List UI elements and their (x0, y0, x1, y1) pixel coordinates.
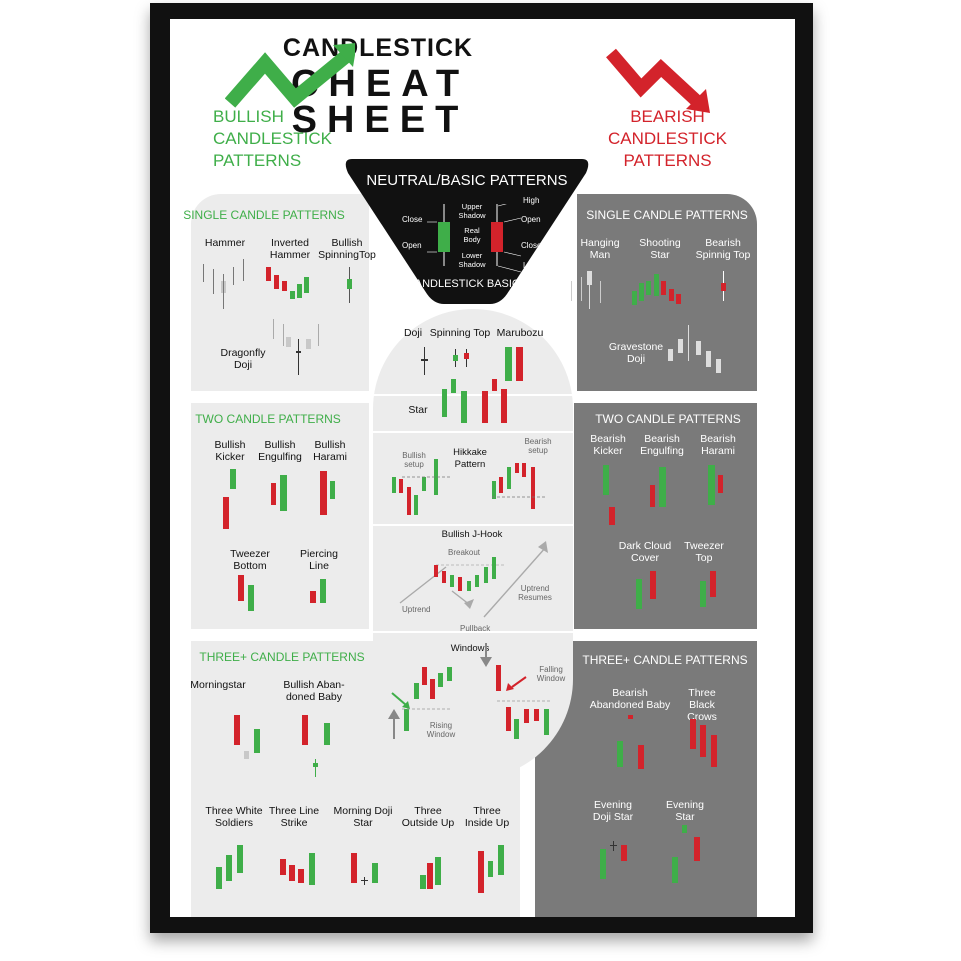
neutral-subtitle: CANDLESTICK BASICS (406, 278, 528, 290)
label-uptrend-resumes: Uptrend Resumes (518, 584, 552, 602)
bullish-two-title: TWO CANDLE PATTERNS (195, 412, 341, 426)
bearish-single-panel (577, 194, 757, 391)
label-morningstar: Morningstar (190, 679, 246, 691)
bearish-two-panel (574, 403, 757, 629)
label-evening-doji-star: Evening Doji Star (592, 799, 634, 823)
title-line1: CANDLESTICK (282, 34, 474, 62)
label-bullish-abandoned-baby: Bullish Aban- doned Baby (283, 679, 345, 703)
label-hanging-man: Hanging Man (580, 237, 620, 261)
bearish-arrow-icon (606, 48, 710, 113)
label-tweezer-top: Tweezer Top (684, 540, 724, 564)
label-bullish-kicker: Bullish Kicker (214, 439, 246, 463)
center-divider-1 (373, 394, 573, 396)
center-divider-4 (373, 631, 573, 633)
label-breakout: Breakout (448, 548, 481, 557)
bullish-two-panel (191, 403, 369, 629)
label-spinning-top: Spinning Top (429, 327, 491, 339)
label-jhook: Bullish J-Hook (441, 529, 503, 540)
label-piercing-line: Piercing Line (300, 548, 338, 572)
label-tweezer-bottom: Tweezer Bottom (230, 548, 270, 572)
label-rising-window: Rising Window (426, 721, 456, 739)
hikkake-guides (402, 476, 547, 498)
open-left-label: Open (402, 241, 422, 250)
bullish-single-panel (191, 194, 369, 391)
label-bullish-spinning-top: Bullish SpinningTop (318, 237, 376, 261)
label-falling-window: Falling Window (536, 665, 566, 683)
bearish-two-title: TWO CANDLE PATTERNS (595, 412, 741, 426)
windows-arrows (388, 643, 552, 739)
label-dragonfly-doji: Dragonfly Doji (220, 347, 266, 371)
label-bullish-engulfing: Bullish Engulfing (258, 439, 302, 463)
center-divider-3 (373, 524, 573, 526)
label-bearish-abandoned-baby: Bearish Abandoned Baby (589, 687, 671, 711)
bearish-heading: BEARISH CANDLESTICK PATTERNS (608, 107, 728, 170)
bearish-single-title: SINGLE CANDLE PATTERNS (586, 208, 748, 222)
bullish-single-title: SINGLE CANDLE PATTERNS (183, 208, 345, 222)
open-right-label: Open (521, 215, 541, 224)
label-hammer: Hammer (204, 237, 246, 249)
label-three-inside-up: Three Inside Up (464, 805, 510, 829)
real-body-label: Real Body (463, 226, 481, 244)
label-three-outside-up: Three Outside Up (401, 805, 455, 829)
label-bearish-kicker: Bearish Kicker (590, 433, 626, 457)
low-label: Low (523, 261, 538, 270)
bullish-three-title: THREE+ CANDLE PATTERNS (199, 650, 365, 664)
neutral-title: NEUTRAL/BASIC PATTERNS (366, 172, 568, 189)
upper-shadow-label: Upper Shadow (458, 202, 486, 220)
label-three-white-soldiers: Three White Soldiers (205, 805, 263, 829)
label-dark-cloud-cover: Dark Cloud Cover (618, 540, 672, 564)
label-bullish-setup: Bullish setup (402, 451, 426, 469)
title-line3: SHEET (291, 99, 469, 141)
label-windows: Windows (450, 643, 490, 654)
label-bearish-harami: Bearish Harami (700, 433, 736, 457)
lower-shadow-label: Lower Shadow (458, 251, 486, 269)
candlestick-poster: CANDLESTICK CHEAT SHEET BULLISH CANDLESTI… (170, 19, 795, 917)
label-star: Star (408, 404, 428, 416)
label-pullback: Pullback (460, 624, 491, 633)
label-uptrend: Uptrend (402, 605, 431, 614)
label-bearish-engulfing: Bearish Engulfing (640, 433, 684, 457)
bullish-heading: BULLISH CANDLESTICK PATTERNS (213, 107, 333, 170)
label-three-line-strike: Three Line Strike (268, 805, 320, 829)
bullish-arrow-icon (225, 43, 355, 108)
label-bearish-setup: Bearish setup (524, 437, 552, 455)
label-gravestone-doji: Gravestone Doji (608, 341, 664, 365)
label-bearish-spinning-top: Bearish Spinnig Top (695, 237, 751, 261)
bearish-three-title: THREE+ CANDLE PATTERNS (582, 653, 748, 667)
label-hikkake: Hikkake Pattern (453, 447, 487, 470)
label-marubozu: Marubozu (496, 327, 544, 339)
label-doji: Doji (403, 327, 423, 339)
high-label: High (523, 196, 540, 205)
label-inverted-hammer: Inverted Hammer (269, 237, 311, 261)
label-three-black-crows: Three Black Crows (687, 687, 717, 723)
label-bullish-harami: Bullish Harami (313, 439, 347, 463)
close-right-label: Close (521, 241, 542, 250)
neutral-funnel (345, 159, 589, 304)
label-morning-doji-star: Morning Doji Star (333, 805, 393, 829)
label-shooting-star: Shooting Star (639, 237, 681, 261)
close-left-label: Close (402, 215, 423, 224)
center-divider-2 (373, 431, 573, 433)
jhook-arrows (399, 541, 548, 618)
basic-candles-diagram (427, 204, 522, 273)
label-evening-star: Evening Star (666, 799, 704, 823)
